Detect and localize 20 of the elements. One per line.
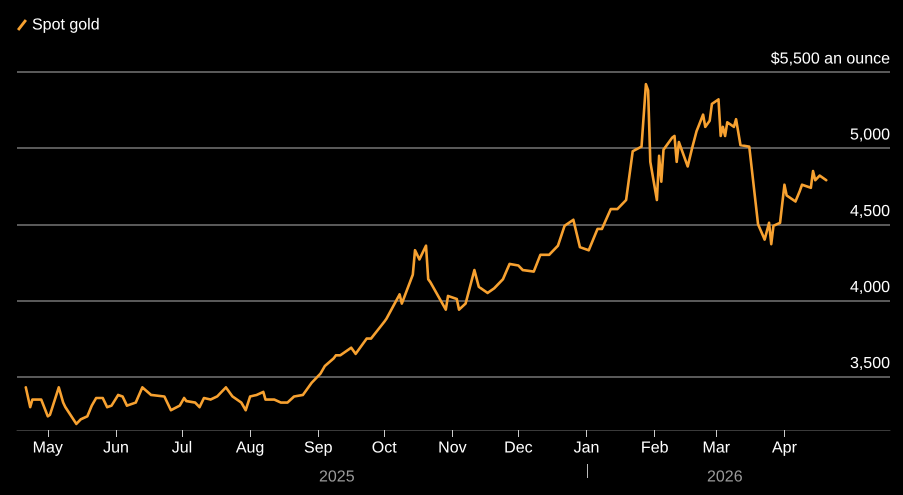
text: 2025 (319, 468, 355, 486)
x-tick-label: Sep (304, 440, 333, 456)
y-tick-label: $5,500 an ounce (770, 50, 890, 68)
x-tick-label: Dec (504, 440, 533, 456)
x-tick-label: Mar (702, 440, 731, 456)
y-tick-label: 3,500 (850, 355, 890, 372)
y-tick-label: 4,500 (850, 202, 890, 220)
y-tick-label: 5,000 (850, 126, 890, 144)
x-tick-label: Nov (438, 440, 467, 456)
x-tick-label: May (32, 440, 63, 456)
x-tick-label: Feb (640, 440, 669, 456)
legend-label: Spot gold (32, 16, 100, 34)
y-tick-label: 4,000 (850, 279, 890, 296)
x-tick-label: Oct (372, 440, 398, 456)
x-tick-label: Aug (236, 440, 264, 456)
x-tick-label: Apr (772, 440, 798, 456)
x-tick-label: Jul (172, 440, 192, 456)
text: 2026 (707, 468, 743, 486)
x-tick-label: Jan (574, 440, 600, 456)
x-tick-label: Jun (103, 440, 129, 456)
